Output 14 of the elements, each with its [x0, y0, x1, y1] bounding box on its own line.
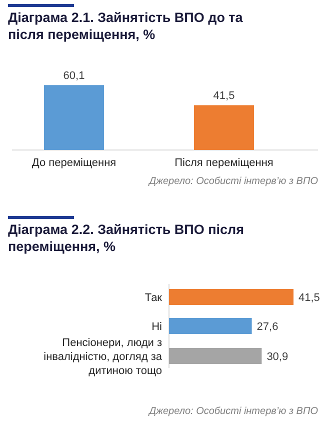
data-label: 60,1: [63, 70, 85, 82]
x-tick-label: Після переміщення: [174, 157, 274, 169]
text: Джерело: Особисті інтерв’ю з ВПО: [148, 406, 318, 417]
x-tick-label: До переміщення: [32, 157, 116, 169]
chart-title: Діаграма 2.1. Зайнятість ВПО до та після переміщення, %: [8, 10, 244, 42]
data-label: 41,5: [298, 292, 320, 304]
text: Джерело: Особисті інтерв’ю з ВПО: [148, 176, 318, 187]
data-label: 30,9: [266, 351, 288, 363]
y-tick-label: Пенсіонери, люди з інвалідністю, догляд за дитиною тощо: [44, 337, 163, 377]
y-tick-label: Так: [144, 292, 162, 304]
data-label: 41,5: [213, 90, 235, 102]
data-label: 27,6: [256, 321, 278, 333]
y-tick-label: Ні: [152, 321, 162, 333]
chart-title: Діаграма 2.2. Зайнятість ВПО після переміщення, %: [8, 222, 244, 254]
